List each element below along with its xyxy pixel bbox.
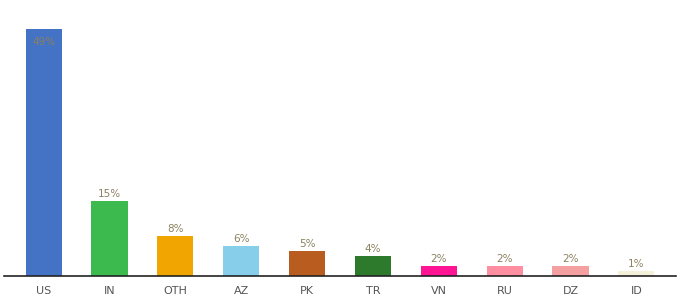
Text: 6%: 6% bbox=[233, 234, 250, 244]
Bar bbox=[26, 29, 62, 276]
Bar bbox=[618, 271, 654, 276]
Text: 2%: 2% bbox=[496, 254, 513, 264]
Bar bbox=[421, 266, 457, 276]
Bar bbox=[91, 201, 128, 276]
Text: 15%: 15% bbox=[98, 189, 121, 199]
Text: 5%: 5% bbox=[299, 239, 316, 249]
Text: 49%: 49% bbox=[32, 37, 55, 47]
Text: 8%: 8% bbox=[167, 224, 184, 234]
Text: 2%: 2% bbox=[562, 254, 579, 264]
Text: 4%: 4% bbox=[364, 244, 381, 254]
Text: 2%: 2% bbox=[430, 254, 447, 264]
Bar bbox=[223, 246, 259, 276]
Bar bbox=[157, 236, 194, 276]
Bar bbox=[486, 266, 523, 276]
Text: 1%: 1% bbox=[628, 259, 645, 269]
Bar bbox=[552, 266, 589, 276]
Bar bbox=[355, 256, 391, 276]
Bar bbox=[289, 251, 325, 276]
